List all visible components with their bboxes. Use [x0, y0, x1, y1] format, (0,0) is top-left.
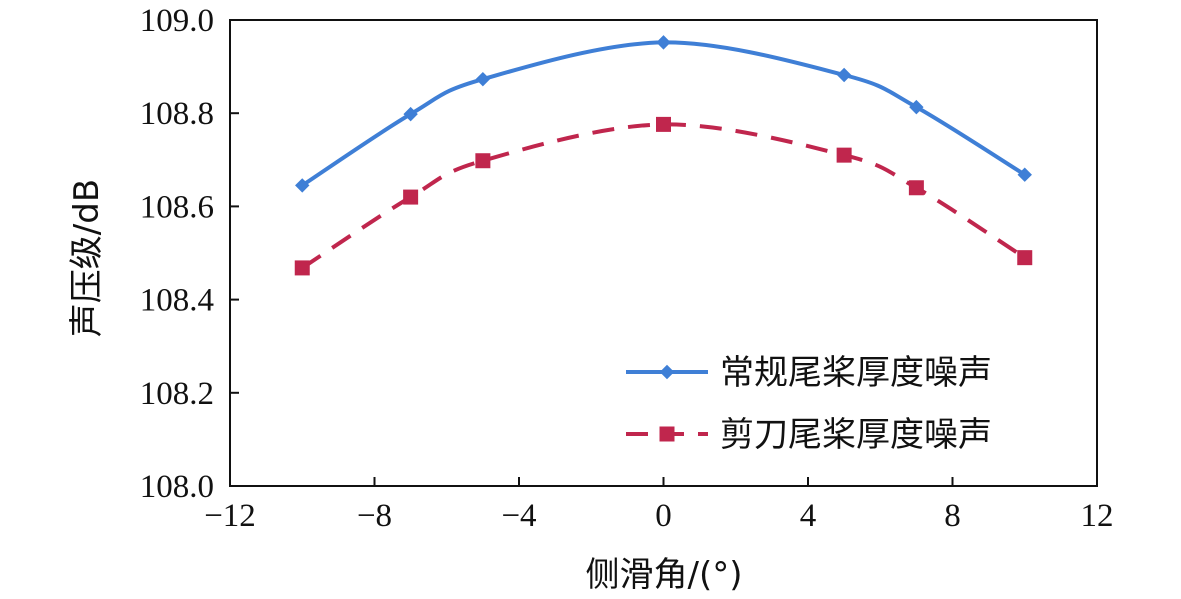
y-tick-label: 108.6	[140, 189, 214, 225]
x-tick-label: −8	[357, 498, 392, 534]
series-2-point	[656, 116, 671, 132]
x-tick-label: −4	[501, 498, 536, 534]
series-2-point	[836, 147, 852, 163]
axis-ticks-group: −12 −8 −4 0 4 8 12 108.0 108.2 108.4 108.6 108.8 109…	[140, 3, 1114, 534]
series-1-point	[909, 99, 924, 115]
series-1-point	[836, 67, 852, 83]
series-1-point	[1017, 167, 1032, 182]
series-2-point	[294, 260, 310, 276]
legend-entry-1: 常规尾桨厚度噪声	[626, 353, 992, 393]
legend-label: 剪刀尾桨厚度噪声	[720, 415, 992, 455]
y-tick-label: 108.4	[140, 283, 214, 319]
series-1-point	[403, 106, 418, 122]
legend-label: 常规尾桨厚度噪声	[720, 353, 992, 393]
legend-entry-2: 剪刀尾桨厚度噪声	[626, 415, 992, 455]
x-tick-label: 12	[1081, 498, 1114, 534]
series-2-point	[403, 189, 419, 205]
x-axis-label: 侧滑角/(°)	[586, 555, 743, 595]
x-tick-label: 0	[655, 498, 672, 534]
series-group	[294, 35, 1033, 276]
legend-swatch-marker	[659, 426, 675, 442]
x-tick-label: −12	[204, 498, 256, 534]
series-1-point	[475, 71, 491, 87]
series-2-point	[475, 153, 491, 169]
series-2-point	[908, 180, 924, 196]
y-tick-label: 109.0	[140, 3, 214, 39]
x-tick-label: 8	[944, 498, 961, 534]
x-tick-label: 4	[800, 498, 817, 534]
y-tick-label: 108.0	[140, 469, 214, 505]
series-1-point	[656, 35, 671, 50]
y-tick-label: 108.2	[140, 376, 214, 412]
y-tick-label: 108.8	[140, 96, 214, 132]
legend-swatch-marker	[659, 364, 675, 380]
series-2-point	[1017, 250, 1033, 266]
y-axis-label: 声压级/dB	[67, 179, 107, 337]
series-2	[294, 116, 1033, 276]
series-1	[295, 35, 1032, 193]
series-1-point	[295, 178, 310, 193]
